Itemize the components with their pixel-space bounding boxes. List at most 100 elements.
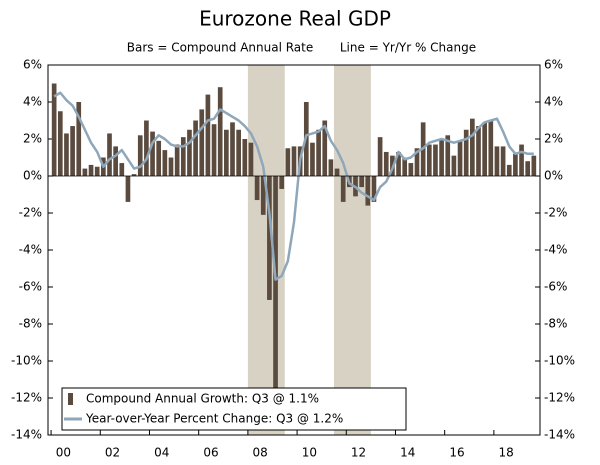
bar	[310, 142, 315, 176]
bar	[359, 176, 364, 188]
y2-tick-label: -6%	[544, 280, 567, 294]
bar	[519, 144, 524, 176]
bar	[248, 142, 254, 176]
bar	[377, 137, 383, 176]
bar	[408, 163, 414, 176]
bar	[457, 140, 463, 176]
bar	[119, 163, 125, 176]
bar	[168, 157, 174, 176]
bar	[217, 87, 223, 176]
bar	[211, 124, 217, 176]
bar	[273, 176, 278, 395]
bar	[131, 174, 137, 176]
bar	[254, 176, 260, 201]
y-tick-label: -2%	[19, 206, 42, 220]
legend-label: Year-over-Year Percent Change: Q3 @ 1.2%	[85, 412, 343, 426]
bar	[439, 139, 444, 176]
y-tick-label: -12%	[11, 391, 42, 405]
bar	[113, 146, 118, 176]
bar	[82, 168, 88, 176]
bar	[125, 176, 131, 202]
bar	[426, 144, 432, 176]
bar	[506, 164, 512, 176]
bar	[180, 137, 186, 176]
bar	[402, 157, 408, 176]
y2-tick-label: -8%	[544, 317, 567, 331]
y-tick-label: 0%	[23, 169, 42, 183]
bar	[242, 139, 248, 176]
bar	[70, 126, 75, 176]
bar	[150, 131, 155, 176]
bar	[285, 148, 291, 176]
bar	[396, 151, 401, 176]
y2-tick-label: 4%	[544, 95, 563, 109]
bar	[365, 176, 371, 206]
bar	[513, 153, 518, 176]
bar	[476, 126, 481, 176]
bar	[88, 164, 94, 176]
legend-box	[61, 387, 407, 431]
bar	[279, 176, 285, 189]
bar	[500, 146, 506, 176]
bar	[260, 176, 266, 215]
bar	[470, 118, 475, 176]
bar	[371, 176, 377, 202]
bar	[76, 102, 82, 176]
bar	[193, 120, 198, 176]
y-tick-label: -6%	[19, 280, 42, 294]
y-tick-label: -14%	[11, 428, 42, 442]
bar	[51, 83, 57, 176]
x-tick-label: 10	[302, 446, 317, 460]
line	[53, 91, 534, 281]
bar	[494, 146, 500, 176]
bar	[433, 144, 438, 176]
bar	[482, 122, 487, 176]
bar	[57, 111, 63, 176]
subtitle: Bars = Compound Annual Rate	[127, 41, 314, 55]
y2-tick-label: -2%	[544, 206, 567, 220]
bar	[64, 133, 69, 176]
y2-tick-label: -4%	[544, 243, 567, 257]
x-tick-label: 14	[400, 446, 415, 460]
x-tick-label: 04	[154, 446, 169, 460]
x-tick-label: 02	[105, 446, 120, 460]
subtitle: Line = Yr/Yr % Change	[340, 41, 476, 55]
legend-label: Compound Annual Growth: Q3 @ 1.1%	[86, 392, 319, 406]
bar	[451, 155, 457, 176]
bar	[445, 135, 451, 176]
bar	[414, 148, 420, 176]
bar	[156, 140, 162, 176]
bar	[236, 129, 241, 176]
bar	[316, 129, 321, 176]
bar	[162, 150, 168, 176]
bar	[383, 151, 389, 176]
bar	[531, 155, 537, 176]
bar	[94, 166, 100, 176]
y2-tick-label: -10%	[544, 354, 575, 368]
y-tick-label: 2%	[23, 132, 42, 146]
shaded-period	[247, 65, 285, 435]
bar	[137, 135, 143, 176]
x-tick-label: 00	[56, 446, 71, 460]
y-tick-label: -8%	[19, 317, 42, 331]
x-tick-label: 06	[203, 446, 218, 460]
x-tick-label: 08	[253, 446, 268, 460]
shaded-period	[333, 65, 371, 435]
bar	[174, 144, 180, 176]
bar	[488, 120, 494, 176]
plot-frame	[47, 64, 541, 436]
chart-title: Eurozone Real GDP	[199, 7, 391, 31]
bar	[340, 176, 346, 202]
x-tick-label: 18	[499, 446, 514, 460]
bar	[144, 120, 149, 176]
y-tick-label: -10%	[11, 354, 42, 368]
x-tick-label: 12	[351, 446, 366, 460]
bar	[230, 122, 235, 176]
y-tick-label: -4%	[19, 243, 42, 257]
y2-tick-label: 0%	[544, 169, 563, 183]
y-tick-label: 4%	[23, 95, 42, 109]
legend-swatch	[68, 393, 73, 405]
bar	[199, 109, 205, 176]
bar	[328, 159, 334, 176]
